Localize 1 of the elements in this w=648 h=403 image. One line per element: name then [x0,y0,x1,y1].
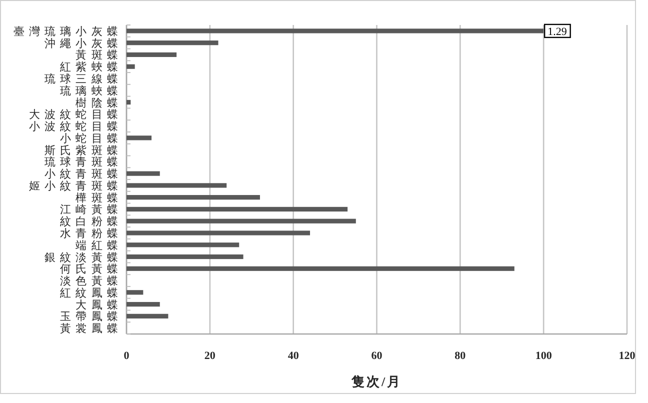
annotation: 1.29 [548,26,567,38]
